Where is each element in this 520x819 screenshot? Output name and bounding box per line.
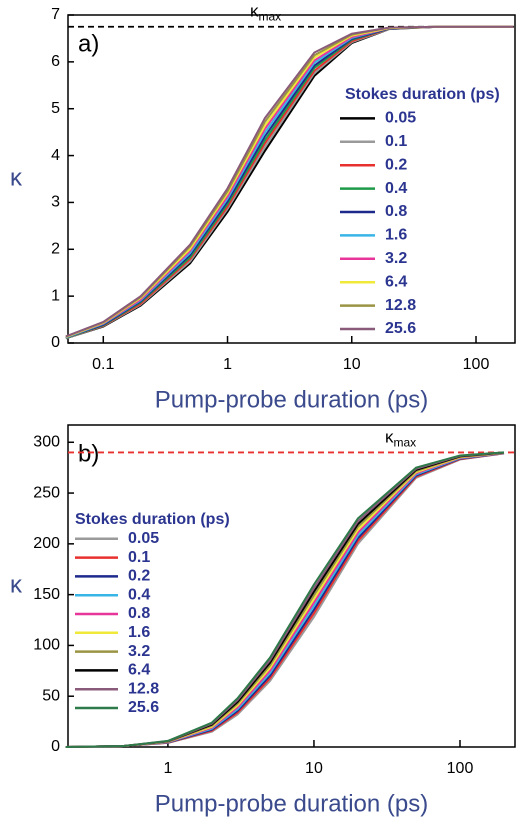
y-tick-label: 7 xyxy=(51,6,60,23)
x-tick-label: 100 xyxy=(447,760,474,777)
legend-title: Stokes duration (ps) xyxy=(75,511,230,528)
x-tick-label: 10 xyxy=(343,356,361,373)
panel-label: a) xyxy=(78,30,99,57)
plot-frame xyxy=(67,424,516,748)
curve xyxy=(65,25,514,339)
reference-label: κmax xyxy=(385,428,416,450)
legend-label: 6.4 xyxy=(385,273,407,290)
legend-label: 0.1 xyxy=(385,133,407,150)
reference-label: κmax xyxy=(250,2,281,24)
legend-label: 0.05 xyxy=(385,110,416,127)
legend-label: 0.1 xyxy=(128,549,150,566)
x-tick-label: 1 xyxy=(223,356,232,373)
legend-label: 25.6 xyxy=(385,320,416,337)
x-tick-label: 1 xyxy=(163,760,172,777)
y-tick-label: 6 xyxy=(51,53,60,70)
x-tick-label: 10 xyxy=(305,760,323,777)
x-tick-label: 0.1 xyxy=(92,356,114,373)
reference-subscript: max xyxy=(259,10,282,24)
y-tick-label: 2 xyxy=(51,241,60,258)
curve xyxy=(65,25,514,339)
y-tick-label: 4 xyxy=(51,147,60,164)
legend-label: 0.2 xyxy=(385,156,407,173)
legend-label: 1.6 xyxy=(128,624,150,641)
plot-frame xyxy=(67,14,516,344)
y-axis-label: κ xyxy=(10,164,23,191)
y-tick-label: 0 xyxy=(51,738,60,755)
reference-subscript: max xyxy=(394,436,417,450)
legend-label: 0.8 xyxy=(128,605,150,622)
curve xyxy=(65,451,505,748)
legend-label: 0.4 xyxy=(385,180,407,197)
legend-label: 0.4 xyxy=(128,586,150,603)
legend-label: 25.6 xyxy=(128,699,159,716)
curve xyxy=(65,25,514,340)
y-axis-label: κ xyxy=(10,571,23,598)
x-tick-label: 100 xyxy=(463,356,490,373)
legend-label: 0.05 xyxy=(128,530,159,547)
y-tick-label: 300 xyxy=(33,433,60,450)
curve xyxy=(65,25,514,338)
y-tick-label: 3 xyxy=(51,194,60,211)
y-tick-label: 100 xyxy=(33,637,60,654)
reference-symbol: κ xyxy=(385,428,394,447)
legend-label: 6.4 xyxy=(128,662,150,679)
legend-title: Stokes duration (ps) xyxy=(345,86,500,103)
curve xyxy=(65,25,514,338)
curve xyxy=(65,25,514,338)
legend-label: 1.6 xyxy=(385,227,407,244)
legend-label: 3.2 xyxy=(385,250,407,267)
y-tick-label: 0 xyxy=(51,334,60,351)
y-tick-label: 150 xyxy=(33,586,60,603)
legend-label: 12.8 xyxy=(128,680,159,697)
y-tick-label: 200 xyxy=(33,535,60,552)
curve xyxy=(65,25,514,338)
x-axis-label: Pump-probe duration (ps) xyxy=(155,386,428,413)
curve xyxy=(65,25,514,339)
y-tick-label: 1 xyxy=(51,287,60,304)
legend-label: 0.8 xyxy=(385,203,407,220)
panel-label: b) xyxy=(78,440,99,467)
curve xyxy=(65,25,514,339)
curve xyxy=(65,25,514,340)
y-tick-label: 250 xyxy=(33,484,60,501)
y-tick-label: 50 xyxy=(42,687,60,704)
legend-label: 0.2 xyxy=(128,568,150,585)
y-tick-label: 5 xyxy=(51,100,60,117)
reference-symbol: κ xyxy=(250,2,259,21)
legend-label: 12.8 xyxy=(385,297,416,314)
x-axis-label: Pump-probe duration (ps) xyxy=(155,790,428,817)
legend-label: 3.2 xyxy=(128,643,150,660)
